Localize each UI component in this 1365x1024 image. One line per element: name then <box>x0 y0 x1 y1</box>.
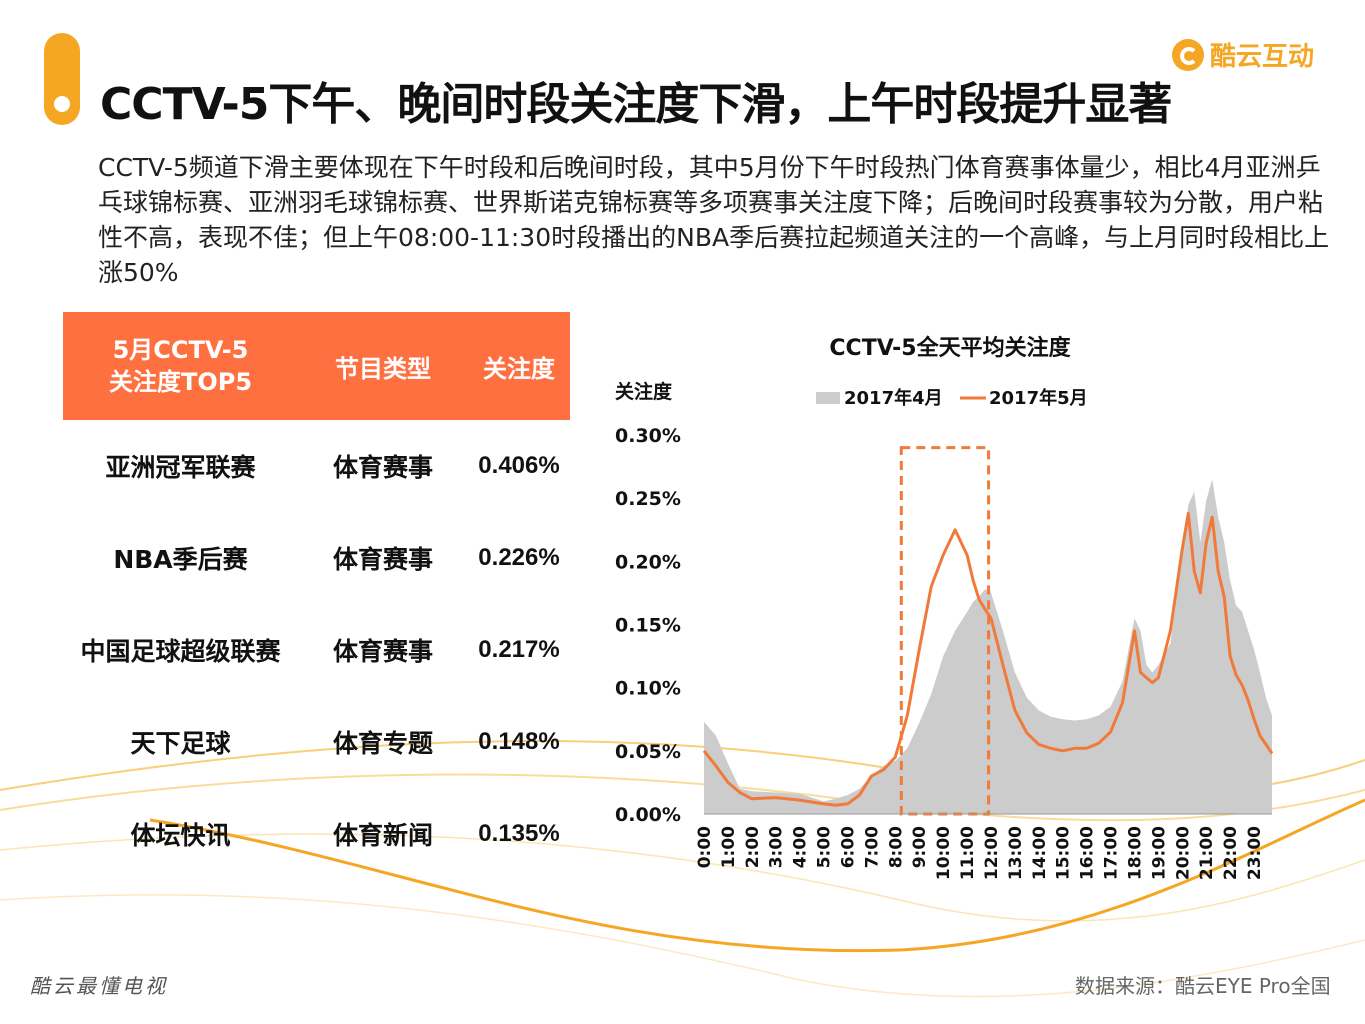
table-row: NBA季后赛 体育赛事 0.226% <box>63 512 570 604</box>
x-tick-label: 18:00 <box>1125 826 1145 880</box>
row-type: 体育专题 <box>332 729 433 758</box>
row-value: 0.226% <box>478 544 560 571</box>
x-tick-label: 0:00 <box>695 826 715 868</box>
header-type: 节目类型 <box>335 354 431 383</box>
legend-swatch-april <box>816 392 840 404</box>
y-tick-label: 0.15% <box>615 615 681 637</box>
header-name-line1: 5月CCTV-5 <box>112 336 249 364</box>
attention-chart: CCTV-5全天平均关注度 关注度 2017年4月 2017年5月 0.00% 0… <box>615 335 1274 880</box>
x-tick-label: 5:00 <box>815 826 835 868</box>
row-value: 0.406% <box>478 452 560 479</box>
brand: 酷云互动 <box>1172 36 1314 73</box>
row-name: 天下足球 <box>130 729 231 758</box>
row-value: 0.217% <box>478 636 560 663</box>
row-name: 体坛快讯 <box>130 821 231 850</box>
table-row: 亚洲冠军联赛 体育赛事 0.406% <box>63 420 570 512</box>
table-row: 中国足球超级联赛 体育赛事 0.217% <box>63 604 570 696</box>
x-tick-label: 17:00 <box>1102 826 1122 880</box>
x-tick-label: 22:00 <box>1221 826 1241 880</box>
row-value: 0.148% <box>478 728 560 755</box>
top5-table: 5月CCTV-5 关注度TOP5 节目类型 关注度 亚洲冠军联赛 体育赛事 0.… <box>63 312 570 880</box>
table-row: 天下足球 体育专题 0.148% <box>63 696 570 788</box>
header-name-line2: 关注度TOP5 <box>108 368 253 396</box>
y-tick-label: 0.10% <box>615 678 681 700</box>
title-accent-dot <box>54 96 70 112</box>
row-name: 中国足球超级联赛 <box>80 637 281 666</box>
legend-label-april: 2017年4月 <box>844 387 943 409</box>
legend: 2017年4月 2017年5月 <box>816 387 1088 409</box>
y-tick-label: 0.20% <box>615 551 681 573</box>
row-type: 体育新闻 <box>332 821 433 850</box>
row-type: 体育赛事 <box>332 545 433 574</box>
x-tick-label: 1:00 <box>719 826 739 868</box>
table-row: 体坛快讯 体育新闻 0.135% <box>63 788 570 880</box>
description-text: CCTV-5频道下滑主要体现在下午时段和后晚间时段，其中5月份下午时段热门体育赛… <box>98 153 1330 287</box>
row-name: NBA季后赛 <box>113 545 248 574</box>
x-tick-label: 16:00 <box>1078 826 1098 880</box>
y-tick-label: 0.25% <box>615 488 681 510</box>
y-tick-label: 0.05% <box>615 741 681 763</box>
footer-source: 数据来源：酷云EYE Pro全国 <box>1075 974 1331 998</box>
x-tick-label: 14:00 <box>1030 826 1050 880</box>
row-type: 体育赛事 <box>332 453 433 482</box>
chart-title: CCTV-5全天平均关注度 <box>829 335 1071 361</box>
x-tick-label: 10:00 <box>934 826 954 880</box>
x-tick-label: 4:00 <box>791 826 811 868</box>
y-axis-label: 关注度 <box>615 380 673 403</box>
x-tick-label: 11:00 <box>958 826 978 880</box>
x-tick-label: 13:00 <box>1006 826 1026 880</box>
x-tick-label: 2:00 <box>743 826 763 868</box>
x-tick-label: 6:00 <box>838 826 858 868</box>
header-value: 关注度 <box>483 354 555 383</box>
x-tick-label: 15:00 <box>1054 826 1074 880</box>
table-header: 5月CCTV-5 关注度TOP5 节目类型 关注度 <box>63 312 570 420</box>
row-type: 体育赛事 <box>332 637 433 666</box>
x-tick-label: 23:00 <box>1245 826 1265 880</box>
x-tick-label: 7:00 <box>862 826 882 868</box>
footer-slogan: 酷云最懂电视 <box>30 974 168 998</box>
x-tick-label: 8:00 <box>886 826 906 868</box>
brand-logo-icon <box>1172 38 1204 71</box>
row-name: 亚洲冠军联赛 <box>105 453 256 482</box>
x-tick-label: 21:00 <box>1197 826 1217 880</box>
x-tick-label: 12:00 <box>982 826 1002 880</box>
legend-label-may: 2017年5月 <box>989 387 1088 409</box>
x-tick-label: 19:00 <box>1149 826 1169 880</box>
x-tick-label: 9:00 <box>910 826 930 868</box>
row-value: 0.135% <box>478 820 560 847</box>
brand-name: 酷云互动 <box>1210 42 1315 72</box>
x-tick-label: 3:00 <box>767 826 787 868</box>
header-name: 5月CCTV-5 关注度TOP5 <box>63 334 298 398</box>
page-title: CCTV-5下午、晚间时段关注度下滑，上午时段提升显著 <box>100 79 1172 130</box>
y-tick-label: 0.00% <box>615 804 681 826</box>
x-tick-label: 20:00 <box>1173 826 1193 880</box>
plot-area: 0.00%0.05%0.10%0.15%0.20%0.25%0.30%0:00 1… <box>615 425 1274 880</box>
series-line-may <box>702 511 1274 807</box>
y-tick-label: 0.30% <box>615 425 681 447</box>
